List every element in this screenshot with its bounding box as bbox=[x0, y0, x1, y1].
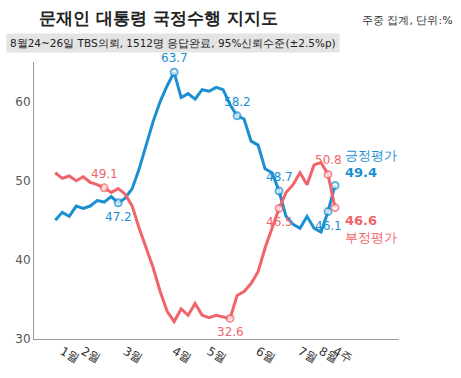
svg-text:문재인 대통령 국정수행 지지도: 문재인 대통령 국정수행 지지도 bbox=[39, 8, 278, 28]
svg-text:49.1: 49.1 bbox=[91, 167, 118, 181]
svg-text:4주: 4주 bbox=[331, 344, 355, 366]
svg-text:58.2: 58.2 bbox=[224, 95, 251, 109]
svg-text:60: 60 bbox=[15, 95, 30, 109]
svg-text:8월24~26일 TBS의뢰, 1512명 응답완료, 95: 8월24~26일 TBS의뢰, 1512명 응답완료, 95%신뢰수준(±2.5… bbox=[10, 37, 336, 49]
svg-text:50: 50 bbox=[15, 174, 30, 188]
svg-text:4월: 4월 bbox=[170, 344, 194, 366]
svg-text:63.7: 63.7 bbox=[161, 51, 188, 65]
svg-text:7월: 7월 bbox=[296, 344, 320, 366]
svg-text:주중 집계, 단위:%: 주중 집계, 단위:% bbox=[362, 14, 453, 27]
svg-text:5월: 5월 bbox=[205, 344, 229, 366]
svg-text:3월: 3월 bbox=[121, 344, 145, 366]
svg-text:6월: 6월 bbox=[254, 344, 278, 366]
svg-text:8월: 8월 bbox=[317, 344, 341, 366]
svg-text:30: 30 bbox=[15, 332, 30, 346]
svg-text:50.8: 50.8 bbox=[315, 153, 342, 167]
svg-text:2월: 2월 bbox=[79, 344, 103, 366]
svg-text:48.7: 48.7 bbox=[266, 170, 293, 184]
svg-text:32.6: 32.6 bbox=[217, 325, 244, 339]
svg-text:46.6부정평가: 46.6부정평가 bbox=[345, 213, 397, 245]
svg-text:46.5: 46.5 bbox=[266, 215, 293, 229]
svg-text:47.2: 47.2 bbox=[105, 210, 132, 224]
svg-text:40: 40 bbox=[15, 253, 30, 267]
svg-text:1월: 1월 bbox=[58, 344, 82, 366]
svg-text:긍정평가49.4: 긍정평가49.4 bbox=[345, 148, 397, 180]
svg-text:46.1: 46.1 bbox=[315, 219, 342, 233]
